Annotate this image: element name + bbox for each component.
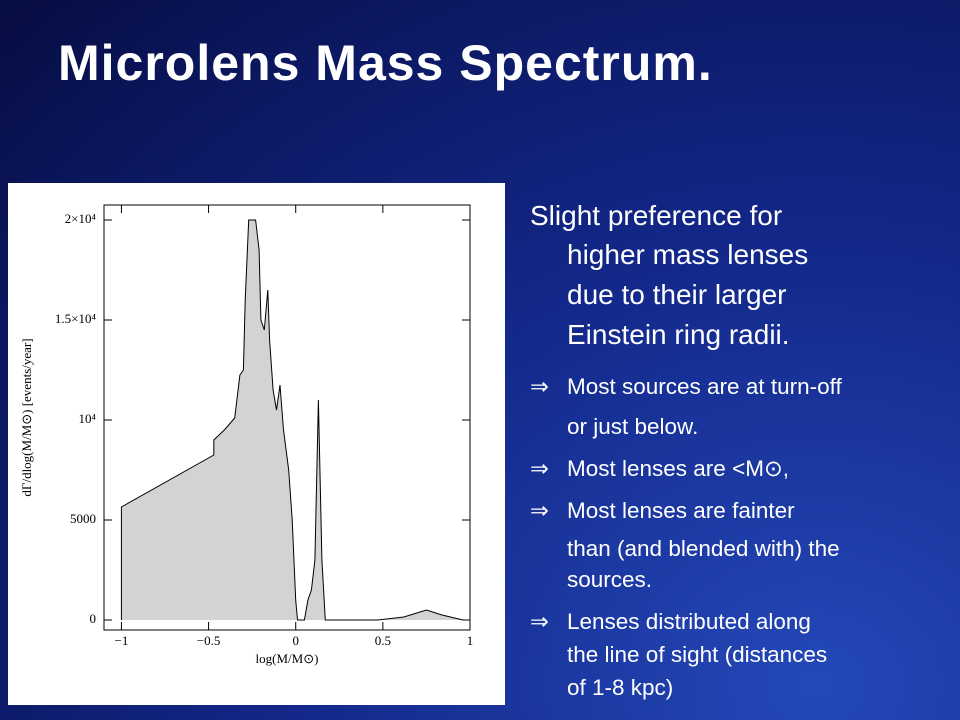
x-tick-label: 0 [292,633,299,648]
y-axis-label: dΓ/dlog(M/M⊙) [events/year] [19,338,34,496]
area-line [120,219,464,621]
lead-line: Einstein ring radii. [567,319,790,350]
slide-title: Microlens Mass Spectrum. [58,35,713,91]
bullet-line: Lenses distributed along [567,609,811,634]
bullet-symbol: ⇒ [530,456,549,481]
x-axis-label: log(M/M⊙) [256,651,319,666]
bullet-line: of 1-8 kpc) [567,675,674,700]
x-tick-label: 0.5 [375,633,391,648]
bullet-line: the line of sight (distances [567,642,828,667]
bullet-line: or just below. [567,414,699,439]
x-tick-label: −0.5 [197,633,221,648]
bullet-line: Most lenses are fainter [567,498,795,523]
x-tick-label: −1 [115,633,129,648]
y-tick-label: 0 [90,611,97,626]
bullet-line: Most lenses are <M⊙, [567,456,790,481]
lead-line: due to their larger [567,279,787,310]
area-fill [121,220,464,620]
lead-line: higher mass lenses [567,239,809,270]
x-tick-label: 1 [467,633,474,648]
plot-frame [103,204,471,631]
y-tick-label: 2×10⁴ [65,211,97,226]
y-tick-label: 5000 [70,511,96,526]
lead-line: Slight preference for [530,200,783,231]
bullet-line: than (and blended with) the [567,536,840,561]
bullet-symbol: ⇒ [530,374,549,399]
bullet-symbol: ⇒ [530,609,549,634]
y-tick-label: 10⁴ [78,411,96,426]
bullet-line: sources. [567,567,653,592]
bullet-symbol: ⇒ [530,498,549,523]
y-tick-label: 1.5×10⁴ [55,311,97,326]
bullet-line: Most sources are at turn-off [567,374,842,399]
